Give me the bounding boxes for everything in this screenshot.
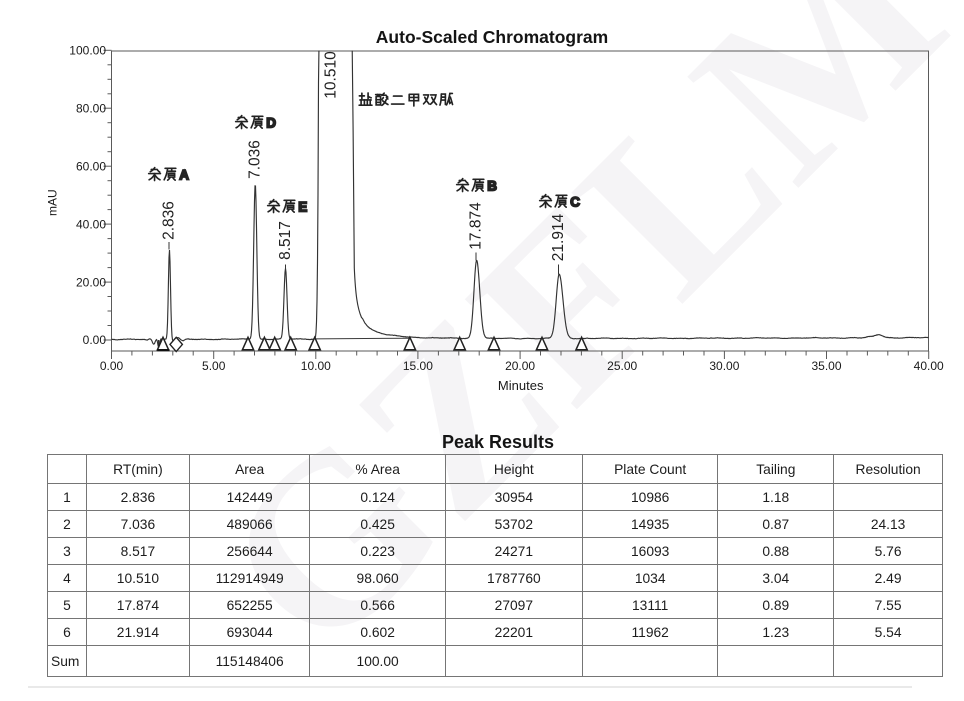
svg-text:35.00: 35.00 bbox=[811, 359, 841, 373]
svg-text:A: A bbox=[179, 167, 189, 182]
svg-text:8.517: 8.517 bbox=[277, 221, 294, 260]
svg-text:2.836: 2.836 bbox=[161, 201, 178, 240]
svg-text:0.00: 0.00 bbox=[100, 359, 124, 373]
svg-text:0.00: 0.00 bbox=[83, 333, 107, 347]
svg-text:15.00: 15.00 bbox=[403, 359, 433, 373]
svg-text:30.00: 30.00 bbox=[709, 359, 739, 373]
svg-text:40.00: 40.00 bbox=[76, 217, 106, 231]
svg-text:mAU: mAU bbox=[46, 189, 60, 216]
svg-text:25.00: 25.00 bbox=[607, 359, 637, 373]
svg-text:Minutes: Minutes bbox=[498, 378, 544, 393]
svg-text:80.00: 80.00 bbox=[76, 101, 106, 115]
svg-text:40.00: 40.00 bbox=[914, 359, 944, 373]
svg-text:10.00: 10.00 bbox=[301, 359, 331, 373]
svg-text:D: D bbox=[266, 115, 276, 130]
svg-text:5.00: 5.00 bbox=[202, 359, 226, 373]
svg-text:7.036: 7.036 bbox=[247, 140, 264, 179]
svg-text:10.510: 10.510 bbox=[323, 51, 340, 99]
svg-text:20.00: 20.00 bbox=[76, 275, 106, 289]
svg-text:21.914: 21.914 bbox=[550, 213, 567, 261]
svg-text:17.874: 17.874 bbox=[468, 202, 485, 250]
svg-text:C: C bbox=[570, 194, 580, 209]
svg-text:60.00: 60.00 bbox=[76, 159, 106, 173]
svg-text:20.00: 20.00 bbox=[505, 359, 535, 373]
svg-text:B: B bbox=[487, 178, 497, 193]
svg-text:E: E bbox=[298, 199, 307, 214]
